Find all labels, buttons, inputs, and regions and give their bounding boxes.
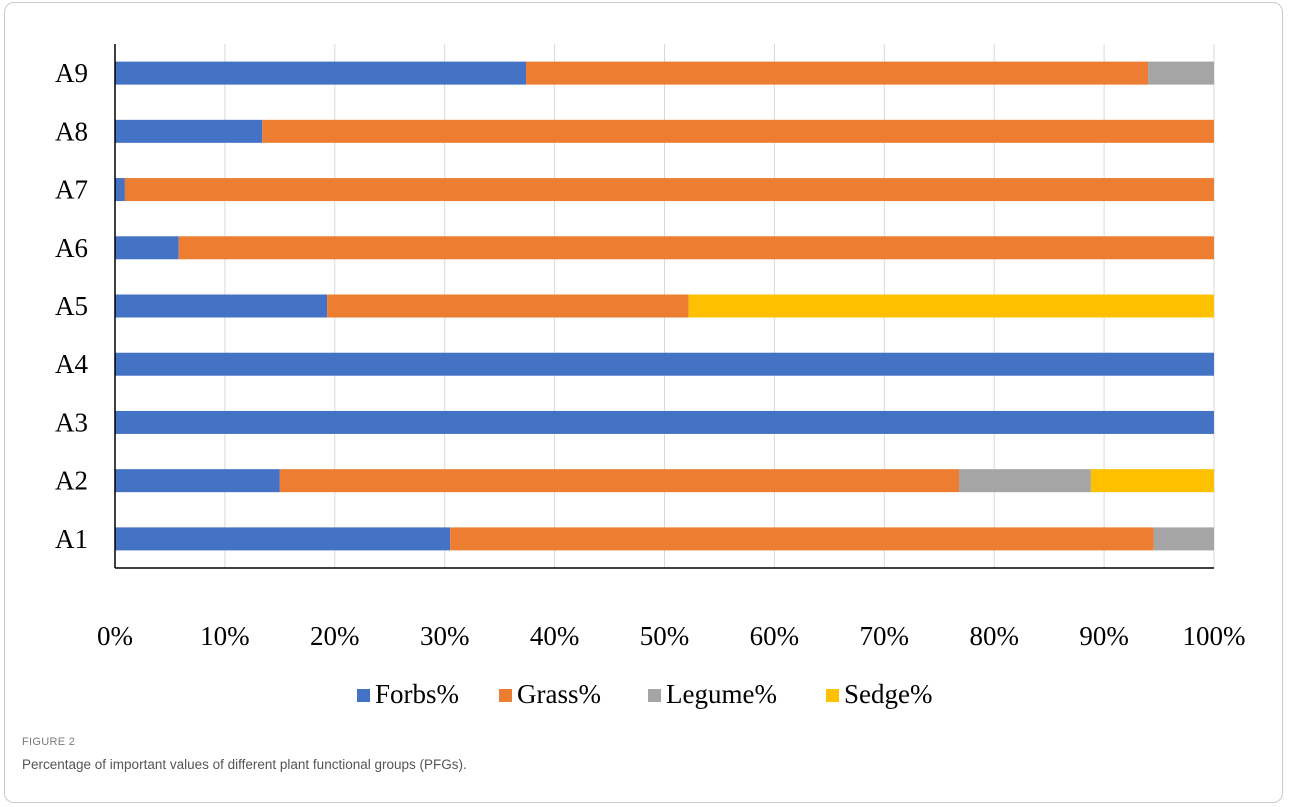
legend-swatch (826, 689, 839, 702)
x-tick-label: 70% (860, 621, 910, 651)
bar-a2-legume (959, 469, 1091, 493)
bar-a9-forbs (115, 61, 527, 85)
x-tick-label: 30% (420, 621, 470, 651)
y-tick-label: A9 (55, 58, 88, 88)
legend-swatch (499, 689, 512, 702)
axes (114, 44, 1214, 569)
legend-label: Legume% (666, 679, 777, 709)
x-tick-label: 20% (310, 621, 360, 651)
x-tick-label: 40% (530, 621, 580, 651)
bar-a6-forbs (115, 236, 179, 260)
figure-label: FIGURE 2 (22, 736, 76, 748)
legend: Forbs% Grass% Legume% Sedge% (357, 679, 932, 709)
bar-a7-forbs (115, 178, 125, 202)
bar-a4-forbs (115, 352, 1214, 376)
figure-caption: Percentage of important values of differ… (22, 757, 467, 772)
y-tick-label: A8 (55, 116, 88, 146)
bar-a9-legume (1148, 61, 1214, 85)
bar-a2-sedge (1090, 469, 1214, 493)
y-tick-labels: A1 A2 A3 A4 A5 A6 A7 A8 A9 (55, 58, 88, 554)
bar-a1-grass (450, 527, 1154, 551)
y-tick-label: A6 (55, 233, 88, 263)
x-tick-label: 50% (640, 621, 690, 651)
bar-a9-grass (526, 61, 1149, 85)
y-tick-label: A3 (55, 407, 88, 437)
y-tick-label: A7 (55, 175, 88, 205)
stacked-bar-chart: A1 A2 A3 A4 A5 A6 A7 A8 A9 0% 10% 20% 30% 40% 50% 60% 7… (55, 44, 1246, 709)
legend-label: Sedge% (844, 679, 932, 709)
bar-a6-grass (178, 236, 1215, 260)
x-tick-label: 90% (1079, 621, 1129, 651)
x-tick-label: 100% (1183, 621, 1246, 651)
x-tick-label: 80% (969, 621, 1019, 651)
bar-a3-forbs (115, 410, 1214, 434)
bar-a2-forbs (115, 469, 280, 493)
legend-label: Forbs% (375, 679, 459, 709)
bar-a7-grass (124, 178, 1215, 202)
bar-a8-forbs (115, 119, 263, 143)
bar-a1-legume (1153, 527, 1214, 551)
x-tick-label: 10% (200, 621, 250, 651)
x-tick-label: 0% (97, 621, 133, 651)
x-tick-labels: 0% 10% 20% 30% 40% 50% 60% 70% 80% 90% 100% (97, 621, 1246, 651)
bar-a5-grass (327, 294, 689, 318)
bar-a5-sedge (688, 294, 1214, 318)
y-tick-label: A1 (55, 524, 88, 554)
bar-a1-forbs (115, 527, 451, 551)
legend-swatch (648, 689, 661, 702)
y-tick-label: A4 (55, 349, 88, 379)
legend-label: Grass% (517, 679, 601, 709)
bar-a2-grass (279, 469, 960, 493)
bars (115, 61, 1215, 551)
x-tick-label: 60% (750, 621, 800, 651)
legend-swatch (357, 689, 370, 702)
bar-a8-grass (262, 119, 1214, 143)
y-tick-label: A5 (55, 291, 88, 321)
bar-a5-forbs (115, 294, 328, 318)
y-tick-label: A2 (55, 466, 88, 496)
